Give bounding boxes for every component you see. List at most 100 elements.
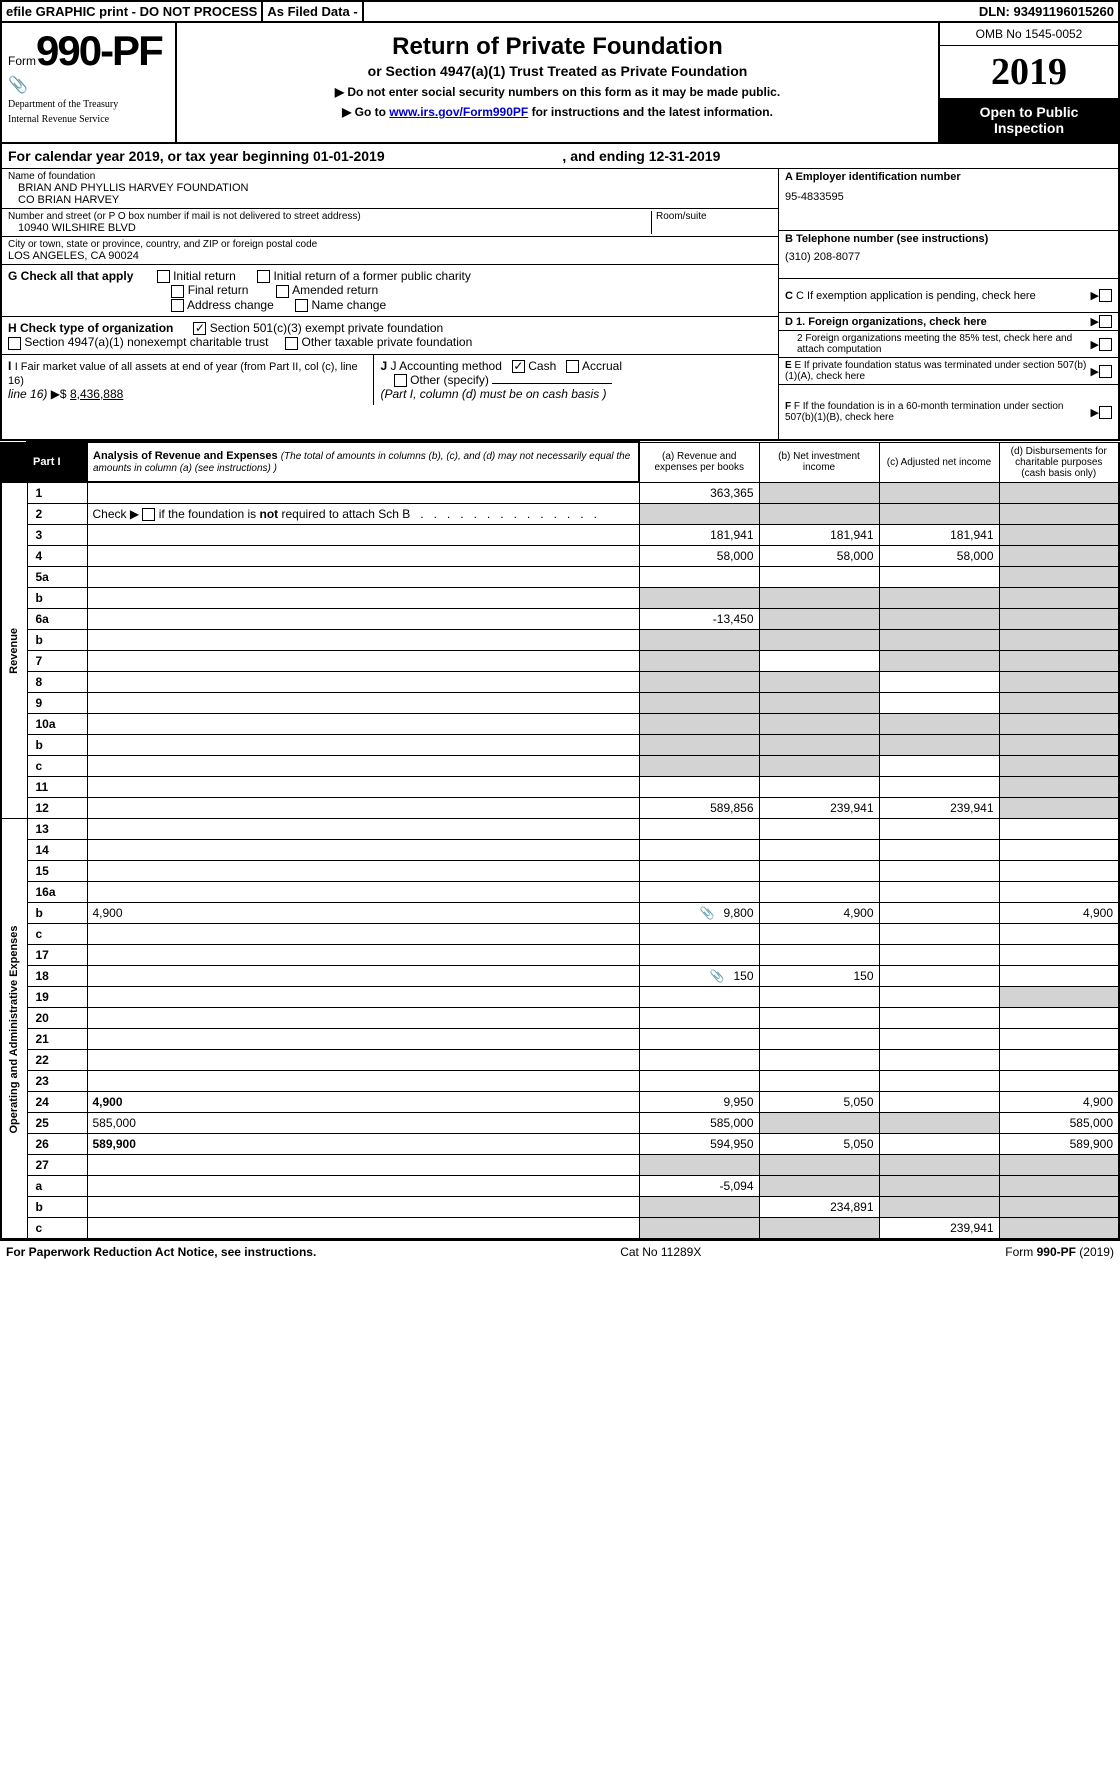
line-description bbox=[87, 819, 639, 840]
cell-c bbox=[879, 693, 999, 714]
cell-d bbox=[999, 1176, 1119, 1197]
line-description: 589,900 bbox=[87, 1134, 639, 1155]
cell-a bbox=[639, 840, 759, 861]
cell-a: 181,941 bbox=[639, 525, 759, 546]
ein-value: 95-4833595 bbox=[785, 191, 1112, 203]
cell-a bbox=[639, 693, 759, 714]
expenses-side-label: Operating and Administrative Expenses bbox=[1, 819, 27, 1240]
checkbox-e[interactable] bbox=[1099, 365, 1112, 378]
line-number: a bbox=[27, 1176, 87, 1197]
table-row: 6a-13,450 bbox=[1, 609, 1119, 630]
cell-d bbox=[999, 630, 1119, 651]
line-description bbox=[87, 567, 639, 588]
header-right: OMB No 1545-0052 2019 Open to Public Ins… bbox=[938, 23, 1118, 142]
omb-number: OMB No 1545-0052 bbox=[940, 23, 1118, 46]
j-note: (Part I, column (d) must be on cash basi… bbox=[380, 387, 606, 401]
year-begin: 01-01-2019 bbox=[313, 148, 385, 164]
cell-d bbox=[999, 1008, 1119, 1029]
cell-b bbox=[759, 987, 879, 1008]
checkbox-d1[interactable] bbox=[1099, 315, 1112, 328]
line-number: 5a bbox=[27, 567, 87, 588]
line-description bbox=[87, 714, 639, 735]
irs-link[interactable]: www.irs.gov/Form990PF bbox=[389, 105, 528, 119]
entity-info-grid: Name of foundation BRIAN AND PHYLLIS HAR… bbox=[0, 169, 1120, 441]
line-number: 27 bbox=[27, 1155, 87, 1176]
cell-b bbox=[759, 1008, 879, 1029]
line-number: 25 bbox=[27, 1113, 87, 1134]
cell-c bbox=[879, 630, 999, 651]
cell-b: 5,050 bbox=[759, 1134, 879, 1155]
line-number: 14 bbox=[27, 840, 87, 861]
cell-c bbox=[879, 945, 999, 966]
checkbox-final-return[interactable] bbox=[171, 285, 184, 298]
cell-a: 589,856 bbox=[639, 798, 759, 819]
table-row: b bbox=[1, 588, 1119, 609]
cell-c: 239,941 bbox=[879, 1218, 999, 1240]
cell-a bbox=[639, 1155, 759, 1176]
page-footer: For Paperwork Reduction Act Notice, see … bbox=[0, 1240, 1120, 1263]
line-number: 10a bbox=[27, 714, 87, 735]
cell-b bbox=[759, 1176, 879, 1197]
cell-d bbox=[999, 1071, 1119, 1092]
cell-a: 9,950 bbox=[639, 1092, 759, 1113]
cell-d: 4,900 bbox=[999, 903, 1119, 924]
line-description bbox=[87, 945, 639, 966]
attachment-icon[interactable]: 📎 bbox=[699, 906, 713, 920]
header-center: Return of Private Foundation or Section … bbox=[177, 23, 938, 142]
line-description: 4,900 bbox=[87, 903, 639, 924]
table-row: 15 bbox=[1, 861, 1119, 882]
cell-d bbox=[999, 588, 1119, 609]
room-label: Room/suite bbox=[656, 211, 772, 222]
dln-label: DLN: bbox=[979, 4, 1010, 19]
cell-c bbox=[879, 482, 999, 504]
table-row: 10a bbox=[1, 714, 1119, 735]
table-row: 244,9009,9505,0504,900 bbox=[1, 1092, 1119, 1113]
attachment-icon[interactable]: 📎 bbox=[709, 969, 723, 983]
table-row: 2Check ▶ if the foundation is not requir… bbox=[1, 504, 1119, 525]
table-row: 17 bbox=[1, 945, 1119, 966]
cell-c bbox=[879, 987, 999, 1008]
checkbox-name-change[interactable] bbox=[295, 299, 308, 312]
line-description bbox=[87, 756, 639, 777]
line-number: 17 bbox=[27, 945, 87, 966]
checkbox-d2[interactable] bbox=[1099, 338, 1112, 351]
checkbox-501c3[interactable]: ✓ bbox=[193, 322, 206, 335]
line-number: c bbox=[27, 1218, 87, 1240]
line-description bbox=[87, 777, 639, 798]
line-description bbox=[87, 882, 639, 903]
checkbox-cash[interactable]: ✓ bbox=[512, 360, 525, 373]
line-description bbox=[87, 966, 639, 987]
line-number: 16a bbox=[27, 882, 87, 903]
checkbox-other-method[interactable] bbox=[394, 374, 407, 387]
info-right: A Employer identification number 95-4833… bbox=[778, 169, 1118, 439]
cell-d bbox=[999, 924, 1119, 945]
checkbox-f[interactable] bbox=[1099, 406, 1112, 419]
line-description: 585,000 bbox=[87, 1113, 639, 1134]
checkbox-initial-former[interactable] bbox=[257, 270, 270, 283]
cell-a bbox=[639, 714, 759, 735]
checkbox-c[interactable] bbox=[1099, 289, 1112, 302]
table-row: 23 bbox=[1, 1071, 1119, 1092]
cell-c bbox=[879, 714, 999, 735]
b-label: B Telephone number (see instructions) bbox=[785, 233, 988, 245]
table-row: 3181,941181,941181,941 bbox=[1, 525, 1119, 546]
footer-mid: Cat No 11289X bbox=[620, 1245, 701, 1259]
checkbox-other-taxable[interactable] bbox=[285, 337, 298, 350]
cell-b bbox=[759, 609, 879, 630]
cell-b bbox=[759, 840, 879, 861]
checkbox-amended[interactable] bbox=[276, 285, 289, 298]
line-number: 26 bbox=[27, 1134, 87, 1155]
checkbox-accrual[interactable] bbox=[566, 360, 579, 373]
cell-b bbox=[759, 819, 879, 840]
line-description bbox=[87, 1176, 639, 1197]
cell-b bbox=[759, 1218, 879, 1240]
cell-d bbox=[999, 945, 1119, 966]
checkbox-address-change[interactable] bbox=[171, 299, 184, 312]
checkbox-initial-return[interactable] bbox=[157, 270, 170, 283]
line-number: 11 bbox=[27, 777, 87, 798]
cell-d: 4,900 bbox=[999, 1092, 1119, 1113]
cell-a: 📎 150 bbox=[639, 966, 759, 987]
cell-d bbox=[999, 966, 1119, 987]
cell-c bbox=[879, 735, 999, 756]
checkbox-4947[interactable] bbox=[8, 337, 21, 350]
